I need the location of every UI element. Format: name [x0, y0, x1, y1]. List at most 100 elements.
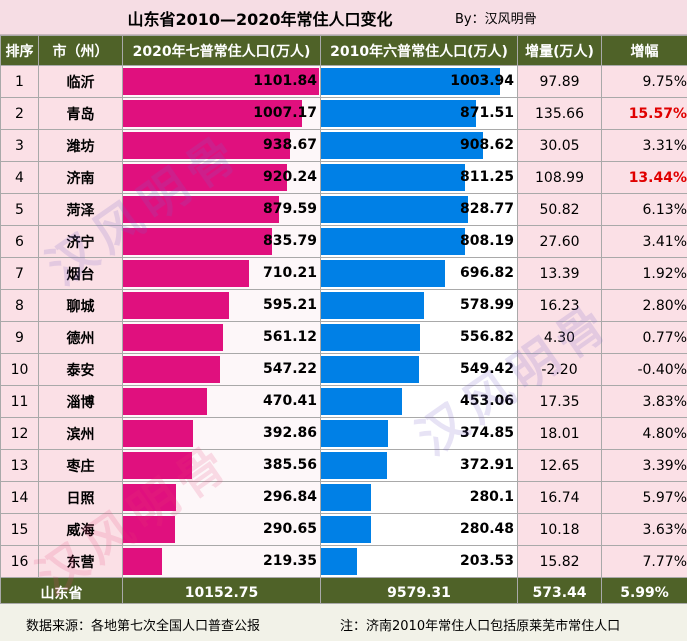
row-v2010-cell: 556.82: [320, 321, 518, 354]
bar-label-v2020: 296.84: [262, 489, 317, 505]
bar-v2020: [123, 548, 163, 575]
bar-label-v2010: 578.99: [459, 297, 514, 313]
bar-label-v2010: 280.48: [459, 521, 514, 537]
row-growth: 5.97%: [601, 481, 687, 514]
row-rank: 8: [0, 289, 39, 322]
row-v2020-cell: 835.79: [122, 225, 321, 258]
row-city: 济宁: [38, 225, 123, 258]
bar-label-v2020: 290.65: [262, 521, 317, 537]
bar-label-v2010: 871.51: [459, 105, 514, 121]
bar-v2010: [321, 420, 388, 447]
row-delta: -2.20: [517, 353, 602, 386]
row-city: 聊城: [38, 289, 123, 322]
row-growth: 3.31%: [601, 129, 687, 162]
table-row: 1 临沂 1101.84 1003.94 97.89 9.75%: [0, 65, 687, 98]
row-growth: 3.83%: [601, 385, 687, 418]
table-row: 9 德州 561.12 556.82 4.30 0.77%: [0, 321, 687, 354]
bar-v2010: [321, 388, 402, 415]
row-rank: 15: [0, 513, 39, 546]
row-rank: 3: [0, 129, 39, 162]
bar-label-v2020: 385.56: [262, 457, 317, 473]
row-rank: 13: [0, 449, 39, 482]
row-growth: 1.92%: [601, 257, 687, 290]
row-rank: 10: [0, 353, 39, 386]
row-city: 烟台: [38, 257, 123, 290]
bar-label-v2010: 811.25: [459, 169, 514, 185]
row-v2010-cell: 696.82: [320, 257, 518, 290]
bar-label-v2010: 556.82: [459, 329, 514, 345]
bar-label-v2020: 547.22: [262, 361, 317, 377]
bar-label-v2010: 696.82: [459, 265, 514, 281]
total-2010: 9579.31: [320, 577, 518, 608]
row-v2020-cell: 219.35: [122, 545, 321, 578]
row-delta: 4.30: [517, 321, 602, 354]
row-rank: 9: [0, 321, 39, 354]
row-delta: 27.60: [517, 225, 602, 258]
bar-v2010: [321, 132, 483, 159]
table-row: 10 泰安 547.22 549.42 -2.20 -0.40%: [0, 353, 687, 386]
row-delta: 17.35: [517, 385, 602, 418]
row-growth: 3.41%: [601, 225, 687, 258]
bar-v2010: [321, 292, 424, 319]
row-city: 青岛: [38, 97, 123, 130]
row-growth: 4.80%: [601, 417, 687, 450]
row-city: 威海: [38, 513, 123, 546]
row-delta: 16.74: [517, 481, 602, 514]
row-v2020-cell: 710.21: [122, 257, 321, 290]
bar-label-v2010: 1003.94: [450, 73, 514, 89]
row-rank: 7: [0, 257, 39, 290]
bar-label-v2010: 908.62: [459, 137, 514, 153]
header-growth: 增幅: [601, 35, 687, 66]
row-delta: 108.99: [517, 161, 602, 194]
table-row: 7 烟台 710.21 696.82 13.39 1.92%: [0, 257, 687, 290]
row-growth: 13.44%: [601, 161, 687, 194]
row-v2020-cell: 290.65: [122, 513, 321, 546]
row-v2020-cell: 561.12: [122, 321, 321, 354]
bar-v2020: [123, 484, 176, 511]
bar-label-v2010: 453.06: [459, 393, 514, 409]
bar-v2010: [321, 324, 421, 351]
row-rank: 16: [0, 545, 39, 578]
row-v2010-cell: 203.53: [320, 545, 518, 578]
bar-v2020: [123, 228, 272, 255]
row-v2010-cell: 549.42: [320, 353, 518, 386]
bar-label-v2020: 595.21: [262, 297, 317, 313]
header-city: 市（州）: [38, 35, 123, 66]
table-row: 4 济南 920.24 811.25 108.99 13.44%: [0, 161, 687, 194]
bar-label-v2020: 938.67: [262, 137, 317, 153]
bar-v2020: [123, 100, 303, 127]
row-v2020-cell: 385.56: [122, 449, 321, 482]
table-row: 2 青岛 1007.17 871.51 135.66 15.57%: [0, 97, 687, 130]
row-rank: 1: [0, 65, 39, 98]
row-v2020-cell: 296.84: [122, 481, 321, 514]
bar-label-v2010: 203.53: [459, 553, 514, 569]
bar-label-v2010: 549.42: [459, 361, 514, 377]
row-rank: 12: [0, 417, 39, 450]
bar-v2020: [123, 356, 221, 383]
row-city: 德州: [38, 321, 123, 354]
row-growth: 15.57%: [601, 97, 687, 130]
table-row: 5 菏泽 879.59 828.77 50.82 6.13%: [0, 193, 687, 226]
row-delta: 15.82: [517, 545, 602, 578]
row-delta: 30.05: [517, 129, 602, 162]
bar-v2010: [321, 164, 466, 191]
row-v2010-cell: 828.77: [320, 193, 518, 226]
row-v2010-cell: 453.06: [320, 385, 518, 418]
row-v2020-cell: 938.67: [122, 129, 321, 162]
row-delta: 16.23: [517, 289, 602, 322]
bar-v2010: [321, 356, 419, 383]
row-delta: 135.66: [517, 97, 602, 130]
bar-v2020: [123, 68, 319, 95]
table-row: 3 潍坊 938.67 908.62 30.05 3.31%: [0, 129, 687, 162]
bar-label-v2010: 280.1: [469, 489, 514, 505]
bar-label-v2020: 219.35: [262, 553, 317, 569]
bar-v2010: [321, 228, 465, 255]
bar-v2010: [321, 484, 371, 511]
row-v2010-cell: 372.91: [320, 449, 518, 482]
table-row: 16 东营 219.35 203.53 15.82 7.77%: [0, 545, 687, 578]
table-row: 15 威海 290.65 280.48 10.18 3.63%: [0, 513, 687, 546]
row-v2020-cell: 920.24: [122, 161, 321, 194]
bar-v2010: [321, 100, 477, 127]
row-delta: 10.18: [517, 513, 602, 546]
row-city: 日照: [38, 481, 123, 514]
